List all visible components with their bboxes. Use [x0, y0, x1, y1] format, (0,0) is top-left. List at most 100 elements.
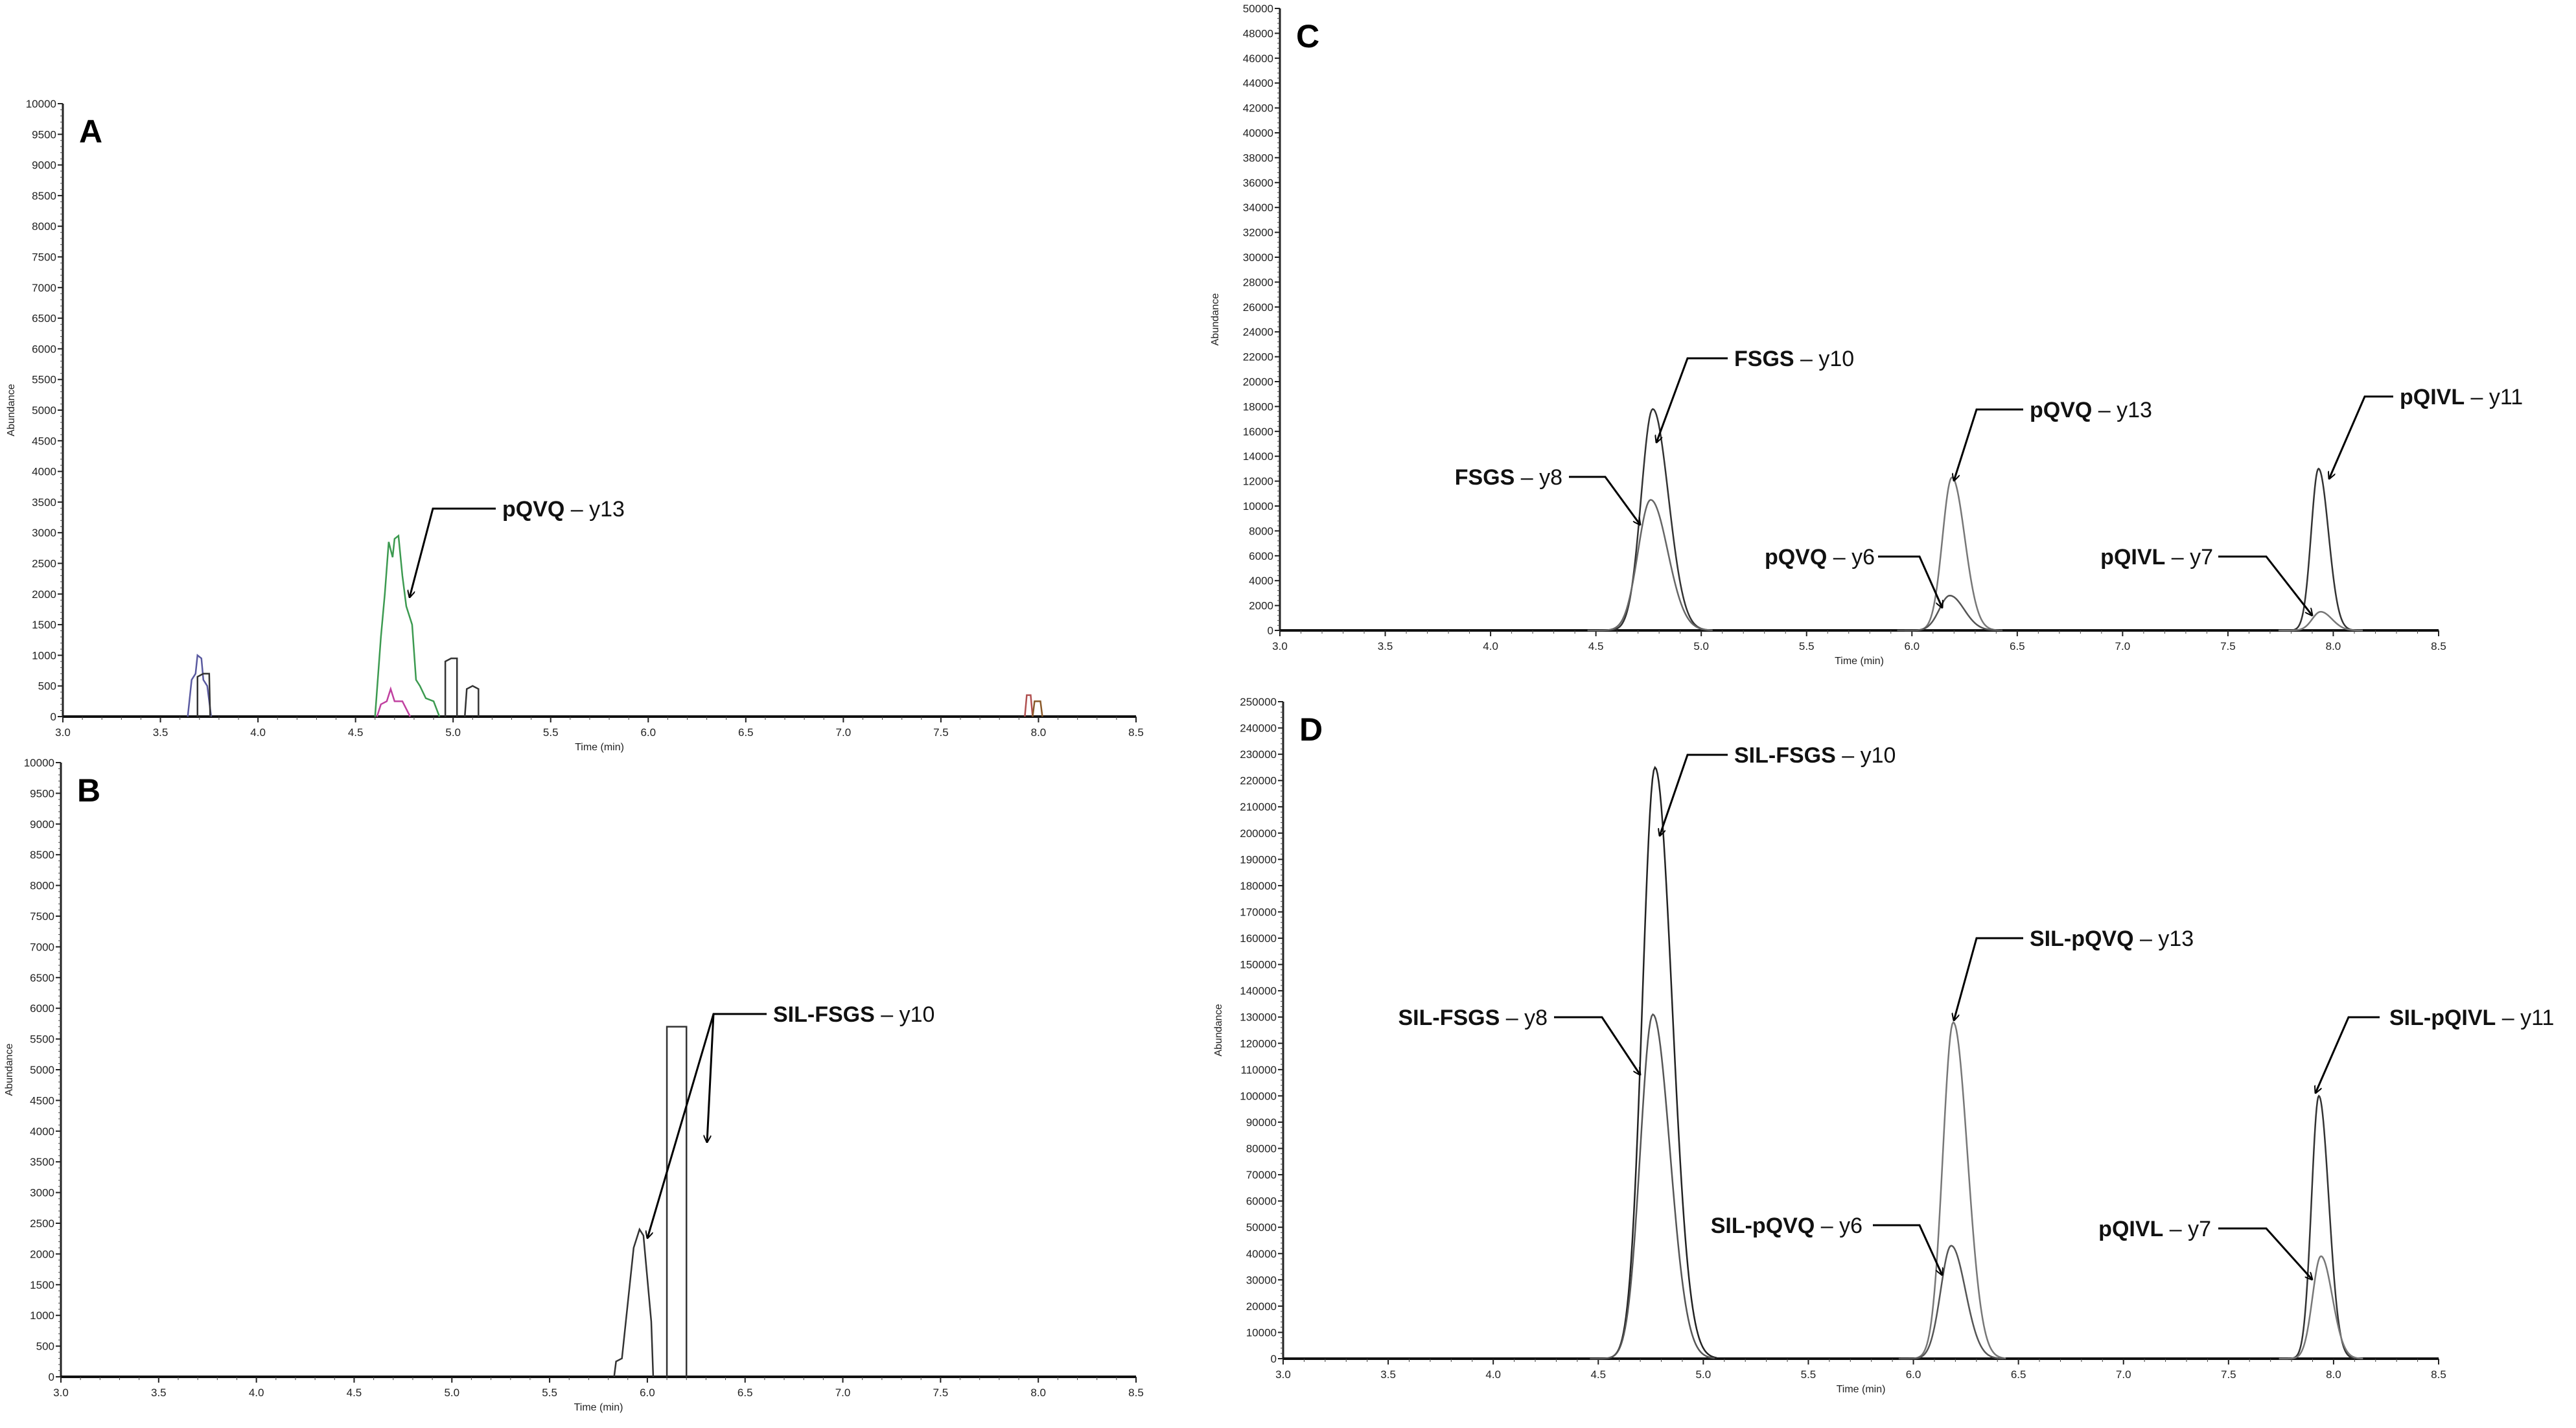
x-tick-label: 5.0 — [445, 726, 461, 739]
y-tick-label: 90000 — [1246, 1116, 1277, 1129]
x-tick-label: 4.0 — [1485, 1368, 1501, 1381]
peak-annotation: SIL-FSGS – y10 — [773, 1002, 934, 1027]
y-tick-label: 130000 — [1240, 1011, 1277, 1024]
x-tick-label: 6.0 — [640, 726, 656, 739]
y-tick-label: 8000 — [30, 880, 54, 892]
y-tick-label: 5000 — [30, 1064, 54, 1076]
x-tick-label: 7.0 — [836, 726, 852, 739]
x-tick-label: 7.5 — [2220, 640, 2236, 652]
y-tick-label: 500 — [38, 680, 56, 693]
y-tick-label: 1000 — [32, 649, 56, 662]
peak-annotation: pQVQ – y13 — [502, 497, 625, 522]
y-tick-label: 30000 — [1243, 251, 1273, 264]
x-tick-label: 3.5 — [1380, 1368, 1396, 1381]
peak-annotation: pQIVL – y11 — [2400, 385, 2523, 409]
y-tick-label: 70000 — [1246, 1169, 1277, 1181]
annotation-ion: – y6 — [1815, 1214, 1862, 1238]
y-tick-label: 210000 — [1240, 801, 1277, 813]
y-tick-label: 4500 — [30, 1094, 54, 1107]
y-tick-label: 9000 — [30, 818, 54, 831]
y-tick-label: 180000 — [1240, 880, 1277, 892]
peak-annotation: SIL-pQIVL – y11 — [2389, 1006, 2554, 1030]
annotation-arrow — [1954, 937, 2023, 1020]
series-trace-3 — [1904, 476, 1999, 632]
annotation-ion: – y11 — [2496, 1006, 2554, 1030]
x-tick-label: 8.0 — [2326, 1368, 2341, 1381]
series-trace-2 — [666, 1026, 688, 1377]
y-tick-label: 50000 — [1243, 3, 1273, 15]
annotation-arrow — [1873, 1224, 1942, 1275]
y-tick-label: 40000 — [1243, 127, 1273, 139]
y-tick-label: 6500 — [30, 972, 54, 984]
y-tick-label: 32000 — [1243, 227, 1273, 239]
series-trace-3 — [374, 534, 441, 717]
series-trace-1 — [1595, 408, 1711, 632]
series-trace-8 — [1032, 700, 1043, 717]
y-tick-label: 190000 — [1240, 853, 1277, 866]
x-tick-label: 4.0 — [249, 1387, 264, 1399]
annotation-peptide: pQVQ — [502, 497, 564, 522]
y-tick-label: 0 — [1271, 1353, 1277, 1365]
annotation-ion: – y10 — [875, 1002, 935, 1027]
x-tick-label: 6.0 — [640, 1387, 655, 1399]
panel-a: 0 500 1000 1500 2000 2500 3000 3500 4000 4500 5000… — [6, 98, 1144, 753]
y-tick-label: 9500 — [30, 787, 54, 800]
x-tick-label: 7.5 — [933, 1387, 949, 1399]
y-tick-label: 26000 — [1243, 301, 1273, 314]
y-tick-label: 14000 — [1243, 450, 1273, 463]
y-tick-label: 12000 — [1243, 476, 1273, 488]
x-tick-label: 3.5 — [1378, 640, 1393, 652]
x-tick-label: 6.5 — [2010, 640, 2025, 652]
y-tick-label: 150000 — [1240, 959, 1277, 971]
y-tick-label: 80000 — [1246, 1143, 1277, 1155]
series-trace-2 — [1590, 1013, 1715, 1360]
annotation-arrow — [707, 1013, 715, 1142]
x-tick-label: 5.5 — [1801, 1368, 1816, 1381]
annotation-arrow — [410, 507, 496, 597]
y-tick-label: 120000 — [1240, 1037, 1277, 1050]
y-tick-label: 42000 — [1243, 102, 1273, 115]
series-trace-6 — [464, 685, 480, 717]
annotation-ion: – y10 — [1836, 743, 1896, 768]
y-tick-label: 2500 — [32, 558, 56, 570]
series-trace-5 — [444, 657, 458, 717]
y-tick-label: 6000 — [1249, 550, 1273, 562]
x-tick-label: 7.0 — [835, 1387, 851, 1399]
x-tick-label: 3.5 — [151, 1387, 167, 1399]
annotation-peptide: pQIVL — [2100, 545, 2165, 570]
annotation-ion: – y7 — [2163, 1217, 2211, 1241]
x-tick-label: 5.0 — [1693, 640, 1709, 652]
y-tick-label: 30000 — [1246, 1274, 1277, 1286]
x-tick-label: 4.0 — [1483, 640, 1498, 652]
y-tick-label: 3000 — [30, 1187, 54, 1199]
y-tick-label: 7500 — [32, 251, 56, 264]
y-tick-label: 28000 — [1243, 276, 1273, 288]
y-tick-label: 2000 — [30, 1248, 54, 1260]
y-tick-label: 8000 — [32, 220, 56, 233]
y-tick-label: 10000 — [26, 98, 56, 110]
y-tick-label: 60000 — [1246, 1195, 1277, 1208]
annotation-peptide: SIL-pQVQ — [2030, 927, 2134, 951]
annotation-peptide: pQIVL — [2400, 385, 2465, 409]
series-trace-1 — [1592, 765, 1717, 1360]
x-tick-label: 7.5 — [2221, 1368, 2236, 1381]
y-tick-label: 220000 — [1240, 775, 1277, 787]
y-tick-label: 10000 — [1243, 500, 1273, 512]
x-tick-label: 5.0 — [444, 1387, 459, 1399]
annotation-peptide: FSGS — [1734, 347, 1794, 371]
annotation-peptide: pQIVL — [2098, 1217, 2163, 1241]
y-tick-label: 34000 — [1243, 202, 1273, 214]
x-tick-label: 8.5 — [1128, 726, 1144, 739]
x-tick-label: 3.0 — [1275, 1368, 1291, 1381]
y-tick-label: 170000 — [1240, 906, 1277, 918]
peak-annotation: SIL-pQVQ – y6 — [1711, 1214, 1862, 1238]
y-tick-label: 200000 — [1240, 827, 1277, 840]
x-tick-label: 8.0 — [1031, 726, 1047, 739]
x-tick-label: 8.5 — [2431, 1368, 2446, 1381]
panel-label: C — [1296, 18, 1319, 54]
peak-annotation: SIL-FSGS – y10 — [1734, 743, 1896, 768]
y-tick-label: 6500 — [32, 312, 56, 325]
annotation-arrow — [2329, 395, 2393, 479]
peak-annotation: FSGS – y8 — [1455, 465, 1562, 490]
